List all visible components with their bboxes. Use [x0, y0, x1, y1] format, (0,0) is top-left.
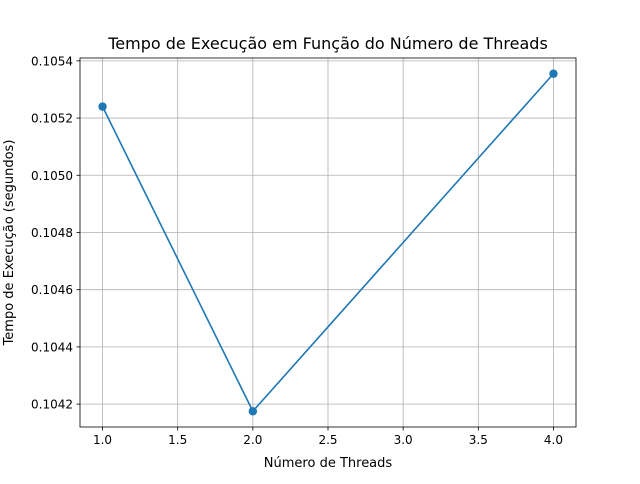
y-tick-label: 0.1052	[31, 112, 73, 126]
x-tick-label: 2.5	[318, 433, 337, 447]
y-tick-label: 0.1046	[31, 283, 73, 297]
y-tick-label: 0.1044	[31, 340, 73, 354]
data-point-marker	[98, 102, 107, 111]
x-tick-label: 4.0	[544, 433, 563, 447]
chart-title: Tempo de Execução em Função do Número de…	[107, 34, 548, 53]
x-axis-ticks: 1.0 1.5 2.0 2.5 3.0 3.5 4.0	[93, 427, 563, 447]
x-tick-label: 1.5	[168, 433, 187, 447]
y-tick-label: 0.1050	[31, 169, 73, 183]
data-point-marker	[549, 69, 558, 78]
data-point-marker	[248, 407, 258, 416]
series-layer	[98, 69, 558, 416]
y-tick-label: 0.1048	[31, 226, 73, 240]
grid-lines	[80, 58, 576, 427]
x-tick-label: 3.0	[394, 433, 413, 447]
x-tick-label: 1.0	[93, 433, 112, 447]
x-tick-label: 3.5	[469, 433, 488, 447]
y-axis-label: Tempo de Execução (segundos)	[2, 140, 17, 347]
y-tick-label: 0.1054	[31, 54, 73, 68]
x-tick-label: 2.0	[243, 433, 262, 447]
x-axis-label: Número de Threads	[264, 456, 393, 471]
y-tick-label: 0.1042	[31, 398, 73, 412]
y-axis-ticks: 0.1042 0.1044 0.1046 0.1048 0.1050 0.1052 0.10…	[31, 54, 80, 412]
